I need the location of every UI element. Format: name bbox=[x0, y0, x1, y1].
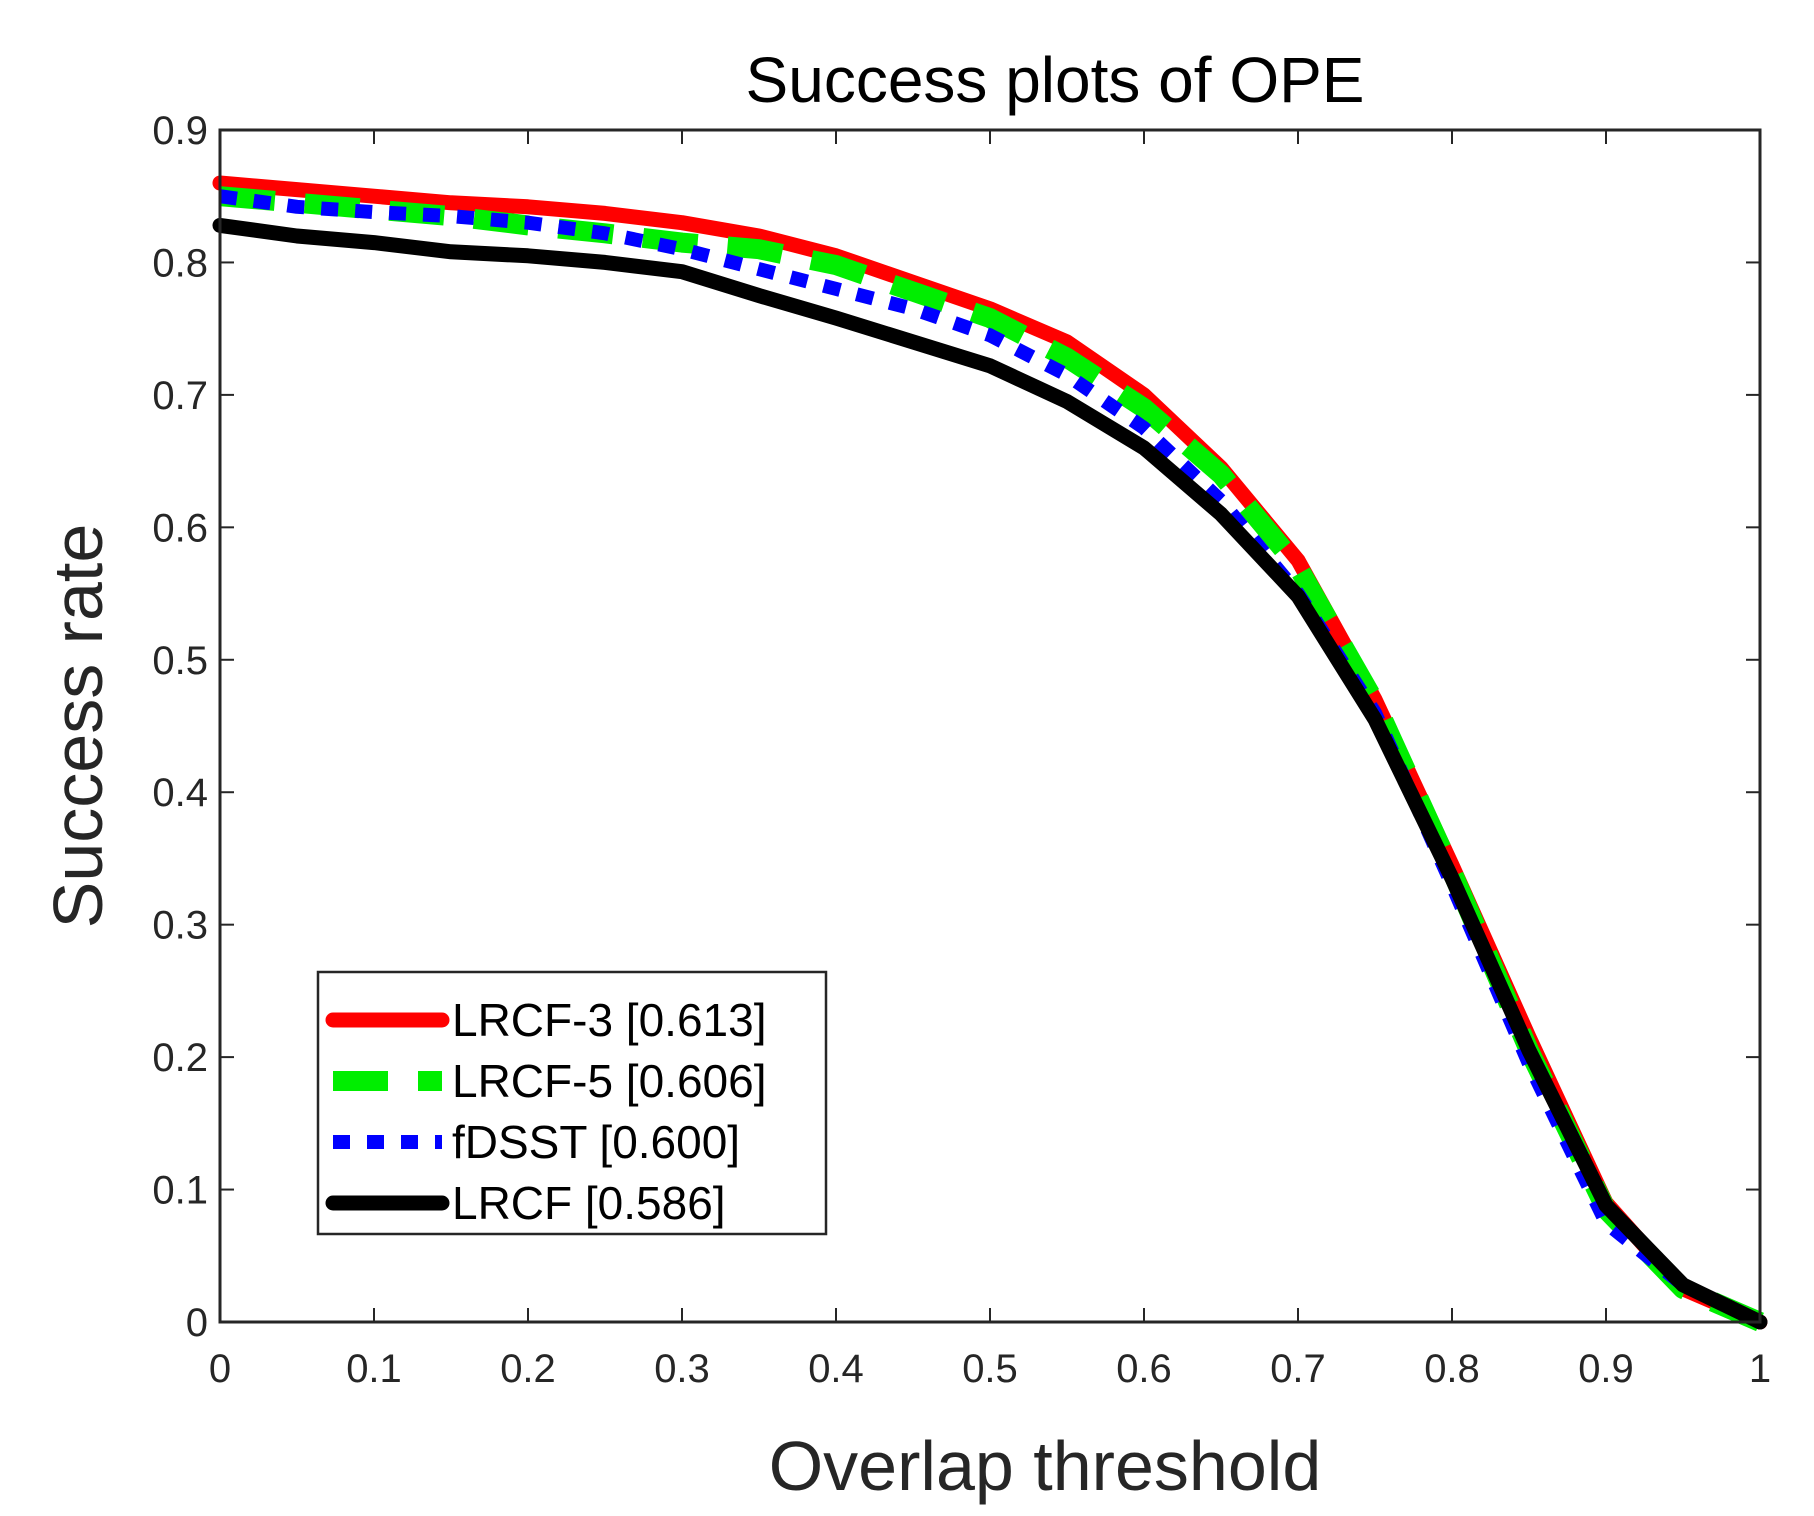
x-axis-label: Overlap threshold bbox=[769, 1427, 1322, 1505]
legend-label-3: fDSST [0.600] bbox=[452, 1116, 740, 1168]
plot-frame bbox=[218, 128, 1762, 1324]
legend-label-1: LRCF-3 [0.613] bbox=[452, 994, 766, 1046]
y-tick-label: 0.2 bbox=[152, 1036, 208, 1080]
x-tick-label: 0.2 bbox=[500, 1347, 556, 1391]
plot-area: 0 0.1 0.2 0.3 0.4 0.5 0.6 0.7 0.8 0.9 1 0 0.1 0.2 0.3… bbox=[152, 109, 1771, 1391]
x-tick-label: 0.6 bbox=[1116, 1347, 1172, 1391]
x-tick-label: 0.1 bbox=[346, 1347, 402, 1391]
y-tick-label: 0.4 bbox=[152, 771, 208, 815]
x-tick-label: 0.9 bbox=[1578, 1347, 1634, 1391]
x-tick-label: 0.5 bbox=[962, 1347, 1018, 1391]
y-tick-labels: 0 0.1 0.2 0.3 0.4 0.5 0.6 0.7 0.8 0.9 bbox=[152, 109, 208, 1345]
y-tick-label: 0.3 bbox=[152, 904, 208, 948]
x-tick-label: 0.7 bbox=[1270, 1347, 1326, 1391]
legend-label-2: LRCF-5 [0.606] bbox=[452, 1055, 766, 1107]
x-tick-label: 0.4 bbox=[808, 1347, 864, 1391]
y-tick-label: 0.6 bbox=[152, 506, 208, 550]
legend-label-4: LRCF [0.586] bbox=[452, 1177, 726, 1229]
chart-title: Success plots of OPE bbox=[746, 44, 1365, 116]
x-tick-label: 0.8 bbox=[1424, 1347, 1480, 1391]
x-tick-label: 1 bbox=[1749, 1347, 1771, 1391]
legend: LRCF-3 [0.613] LRCF-5 [0.606] fDSST [0.600… bbox=[316, 970, 828, 1236]
x-tick-labels: 0 0.1 0.2 0.3 0.4 0.5 0.6 0.7 0.8 0.9 1 bbox=[209, 1347, 1771, 1391]
series-lines bbox=[212, 175, 1768, 1332]
y-tick-label: 0.8 bbox=[152, 241, 208, 285]
x-tick-label: 0 bbox=[209, 1347, 231, 1391]
series-line-3 bbox=[219, 189, 1764, 1329]
y-tick-label: 0.1 bbox=[152, 1169, 208, 1213]
y-tick-label: 0.9 bbox=[152, 109, 208, 153]
y-tick-label: 0.5 bbox=[152, 639, 208, 683]
y-tick-label: 0 bbox=[186, 1301, 208, 1345]
series-line-4 bbox=[212, 217, 1768, 1330]
y-axis-label: Success rate bbox=[39, 524, 117, 929]
x-tick-label: 0.3 bbox=[654, 1347, 710, 1391]
y-tick-label: 0.7 bbox=[152, 374, 208, 418]
